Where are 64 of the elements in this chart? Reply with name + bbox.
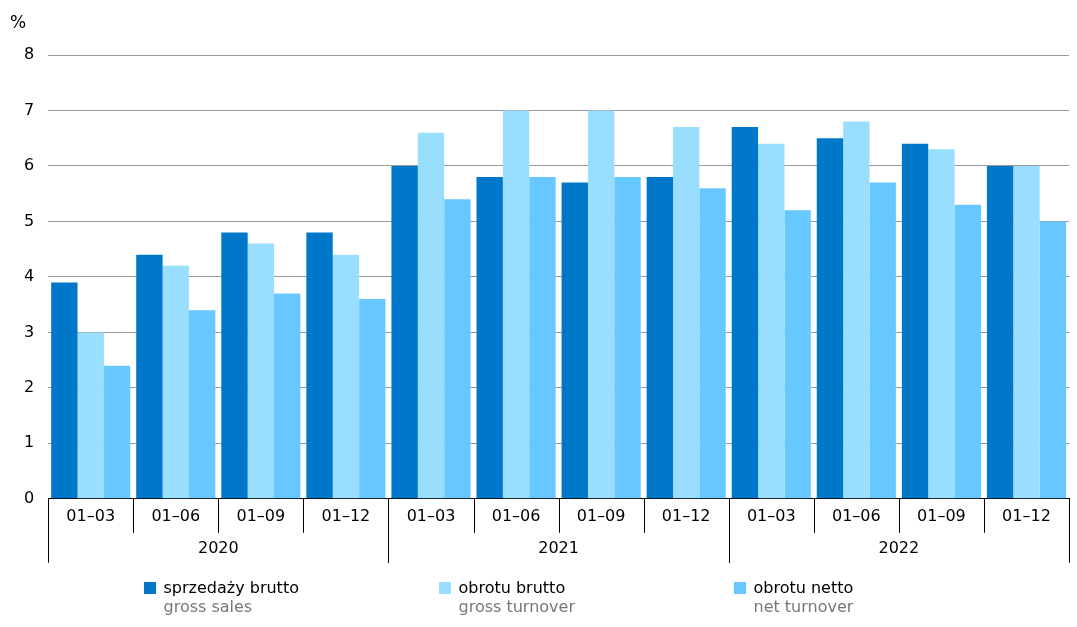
bar (51, 282, 78, 499)
bar (136, 254, 163, 499)
bar (306, 232, 333, 499)
bar (359, 299, 386, 499)
bar (673, 127, 700, 499)
bar (986, 165, 1014, 499)
legend-label: obrotu netto net turnover (753, 578, 854, 616)
y-axis-title: % (10, 12, 27, 32)
bar (103, 365, 131, 499)
x-tick-label: 01–12 (321, 505, 371, 525)
bar (784, 210, 811, 499)
y-tick-label: 0 (23, 487, 35, 507)
x-tick-label: 01–06 (151, 505, 201, 525)
y-tick-label: 4 (23, 266, 35, 286)
text: 2022 (878, 537, 920, 557)
y-tick-label: 7 (23, 99, 35, 119)
bar (901, 143, 929, 499)
x-tick-label: 01–03 (746, 505, 796, 525)
bar (502, 110, 530, 499)
legend-label: obrotu brutto gross turnover (458, 578, 575, 616)
bar (731, 127, 759, 499)
bar (332, 254, 360, 499)
text: 2020 (197, 537, 239, 557)
bar (869, 182, 896, 499)
bar (476, 177, 503, 499)
x-tick-label: 01–09 (917, 505, 966, 525)
x-tick-label: 01–06 (491, 505, 541, 525)
bar (77, 332, 104, 499)
y-tick-label: 8 (23, 44, 35, 64)
x-tick-label: 01–12 (1002, 505, 1051, 525)
x-tick-label: 01–03 (406, 505, 456, 525)
legend-label: sprzedaży brutto gross sales (163, 578, 299, 616)
bar (816, 138, 844, 499)
x-tick-label: 01–12 (661, 505, 711, 525)
bar (444, 199, 471, 499)
y-tick-label: 5 (23, 210, 35, 230)
bar (1013, 165, 1040, 499)
bar (247, 243, 275, 499)
bar (561, 182, 588, 499)
y-tick-label: 2 (23, 377, 35, 397)
bar (614, 177, 641, 499)
x-tick-label: 01–06 (831, 505, 881, 525)
bar (928, 149, 955, 499)
x-tick-label: 01–09 (576, 505, 626, 525)
bar (1039, 221, 1067, 499)
text: 2021 (538, 537, 579, 557)
y-tick-label: 6 (23, 155, 35, 175)
bar (162, 265, 189, 499)
y-tick-label: 1 (23, 432, 35, 452)
x-tick-label: 01–09 (236, 505, 286, 525)
bar (758, 143, 785, 499)
bar (221, 232, 248, 499)
bar (529, 177, 556, 499)
bar (188, 310, 216, 499)
bar (954, 204, 981, 499)
x-tick-label: 01–03 (66, 505, 116, 525)
y-tick-label: 3 (23, 321, 35, 341)
bar (587, 110, 615, 499)
bar (417, 132, 445, 499)
bar (699, 188, 726, 499)
bar (274, 293, 301, 499)
bar (646, 177, 674, 499)
bar (843, 121, 870, 499)
bar (391, 165, 418, 499)
